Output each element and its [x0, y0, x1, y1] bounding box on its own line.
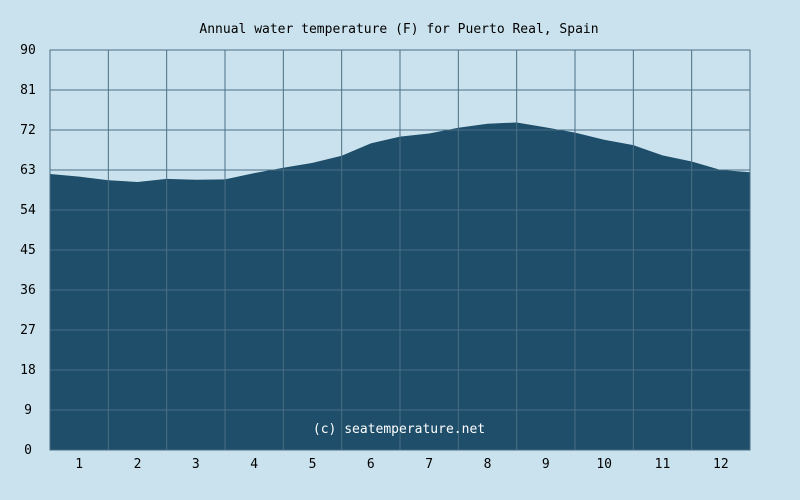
y-tick-label: 54: [20, 203, 36, 218]
y-tick-label: 0: [24, 443, 32, 458]
x-tick-label: 9: [542, 457, 550, 472]
x-tick-label: 10: [596, 457, 612, 472]
y-tick-label: 81: [20, 83, 36, 98]
y-tick-label: 27: [20, 323, 36, 338]
x-tick-label: 4: [250, 457, 258, 472]
x-tick-label: 7: [425, 457, 433, 472]
x-tick-label: 11: [655, 457, 671, 472]
y-tick-label: 18: [20, 363, 36, 378]
plot-frame: [49, 49, 751, 451]
x-tick-label: 2: [134, 457, 142, 472]
watermark-text: (c) seatemperature.net: [313, 422, 485, 437]
chart-title: Annual water temperature (F) for Puerto …: [199, 22, 598, 37]
x-tick-label: 3: [192, 457, 200, 472]
x-tick-label: 6: [367, 457, 375, 472]
y-tick-label: 9: [24, 403, 32, 418]
x-tick-label: 8: [484, 457, 492, 472]
y-tick-label: 36: [20, 283, 36, 298]
y-tick-label: 90: [20, 43, 36, 58]
y-tick-label: 45: [20, 243, 36, 258]
y-tick-label: 63: [20, 163, 36, 178]
x-tick-label: 12: [713, 457, 729, 472]
y-tick-label: 72: [20, 123, 36, 138]
x-tick-label: 5: [309, 457, 317, 472]
x-tick-label: 1: [75, 457, 83, 472]
